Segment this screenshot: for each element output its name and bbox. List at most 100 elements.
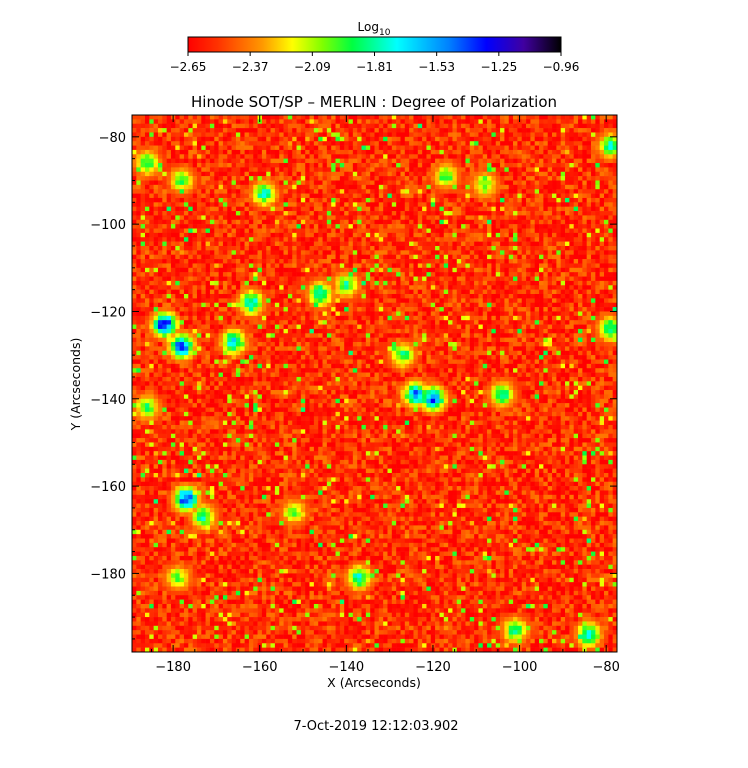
heatmap-cell: [235, 250, 241, 256]
heatmap-cell: [370, 285, 375, 290]
heatmap-cell: [417, 276, 423, 282]
heatmap-cell: [383, 119, 388, 125]
heatmap-cell: [162, 206, 167, 212]
heatmap-cell: [560, 294, 566, 299]
heatmap-cell: [409, 237, 414, 242]
heatmap-cell: [352, 219, 358, 225]
heatmap-cell: [508, 302, 514, 308]
heatmap-cell: [365, 232, 371, 238]
heatmap-cell: [508, 202, 514, 207]
heatmap-cell: [149, 224, 154, 229]
heatmap-cell: [591, 259, 596, 264]
heatmap-cell: [183, 250, 189, 256]
heatmap-cell: [604, 302, 609, 308]
heatmap-cell: [339, 119, 345, 125]
heatmap-cell: [322, 276, 328, 282]
heatmap-cell: [205, 176, 211, 181]
heatmap-cell: [539, 123, 544, 129]
heatmap-cell: [344, 219, 349, 225]
heatmap-cell: [279, 167, 284, 173]
heatmap-cell: [582, 180, 587, 186]
heatmap-cell: [456, 180, 462, 186]
heatmap-cell: [448, 241, 453, 247]
heatmap-cell: [582, 280, 587, 286]
heatmap-cell: [214, 232, 219, 238]
heatmap-cell: [214, 307, 219, 312]
heatmap-cell: [218, 259, 224, 264]
heatmap-cell: [487, 259, 492, 264]
heatmap-cell: [227, 219, 232, 225]
heatmap-cell: [487, 197, 492, 203]
heatmap-cell: [530, 141, 536, 146]
heatmap-cell: [162, 180, 167, 186]
heatmap-cell: [188, 167, 193, 173]
heatmap-cell: [201, 154, 206, 159]
heatmap-cell: [140, 250, 146, 256]
heatmap-cell: [378, 189, 384, 194]
heatmap-cell: [279, 254, 284, 260]
heatmap-cell: [214, 154, 219, 159]
heatmap-cell: [456, 232, 462, 238]
heatmap-cell: [322, 154, 328, 159]
heatmap-cell: [365, 285, 371, 290]
heatmap-cell: [591, 119, 596, 125]
heatmap-cell: [266, 289, 271, 295]
heatmap-cell: [257, 307, 263, 312]
heatmap-cell: [443, 136, 449, 142]
heatmap-cell: [456, 254, 462, 260]
heatmap-cell: [504, 302, 510, 308]
heatmap-cell: [352, 285, 358, 290]
heatmap-cell: [157, 307, 163, 312]
heatmap-cell: [409, 189, 414, 194]
heatmap-cell: [292, 184, 297, 190]
heatmap-cell: [261, 289, 267, 295]
heatmap-cell: [162, 250, 167, 256]
heatmap-cell: [205, 202, 211, 207]
heatmap-cell: [378, 228, 384, 234]
heatmap-cell: [296, 219, 302, 225]
heatmap-cell: [244, 294, 250, 299]
heatmap-cell: [188, 123, 193, 129]
heatmap-cell: [205, 224, 211, 229]
heatmap-cell: [374, 115, 380, 120]
heatmap-cell: [153, 128, 159, 133]
heatmap-cell: [504, 197, 510, 203]
heatmap-cell: [305, 280, 310, 286]
heatmap-cell: [517, 189, 523, 194]
heatmap-cell: [183, 302, 189, 308]
heatmap-cell: [435, 189, 440, 194]
heatmap-cell: [318, 184, 323, 190]
heatmap-cell: [326, 180, 332, 186]
heatmap-cell: [352, 206, 358, 212]
heatmap-cell: [209, 180, 215, 186]
heatmap-cell: [469, 245, 475, 251]
heatmap-cell: [170, 241, 176, 247]
heatmap-cell: [157, 237, 163, 242]
heatmap-cell: [430, 193, 436, 199]
heatmap-cell: [153, 307, 159, 312]
heatmap-cell: [175, 259, 180, 264]
heatmap-cell: [443, 276, 449, 282]
heatmap-cell: [543, 171, 549, 177]
heatmap-cell: [344, 206, 349, 212]
heatmap-cell: [348, 128, 354, 133]
heatmap-cell: [391, 141, 397, 146]
heatmap-cell: [318, 197, 323, 203]
heatmap-cell: [391, 302, 397, 308]
heatmap-cell: [266, 276, 271, 282]
heatmap-cell: [547, 263, 553, 269]
heatmap-cell: [422, 241, 427, 247]
heatmap-cell: [435, 128, 440, 133]
heatmap-cell: [374, 141, 380, 146]
heatmap-cell: [292, 145, 297, 151]
heatmap-cell: [149, 119, 154, 125]
heatmap-cell: [439, 141, 445, 146]
heatmap-cell: [370, 180, 375, 186]
heatmap-cell: [188, 211, 193, 216]
heatmap-cell: [456, 197, 462, 203]
heatmap-cell: [469, 202, 475, 207]
heatmap-cell: [261, 180, 267, 186]
heatmap-cell: [517, 272, 523, 277]
heatmap-cell: [279, 115, 284, 120]
heatmap-cell: [227, 272, 232, 277]
